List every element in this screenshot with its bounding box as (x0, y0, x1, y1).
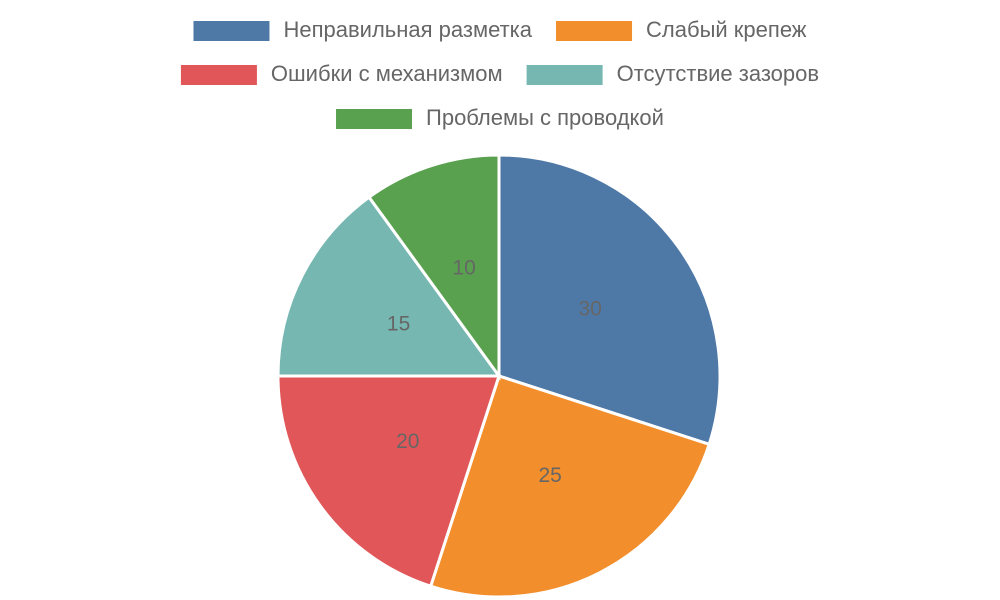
data-label: 25 (538, 464, 561, 487)
legend-label: Проблемы с проводкой (426, 105, 664, 130)
legend-swatch (526, 65, 603, 85)
legend-label: Ошибки с механизмом (271, 61, 503, 86)
data-label: 15 (387, 312, 410, 335)
legend-swatch (556, 21, 633, 41)
pie-slice (497, 153, 722, 447)
legend-label: Неправильная разметка (283, 17, 532, 42)
legend-swatch (193, 21, 270, 41)
legend-swatch (336, 109, 413, 129)
data-label: 20 (396, 430, 419, 453)
pie-slice (367, 153, 501, 381)
pie-slice (276, 374, 502, 589)
legend-label: Слабый крепеж (646, 17, 807, 42)
legend-label: Отсутствие зазоров (617, 61, 819, 86)
data-label: 30 (579, 297, 602, 320)
pie-slice (428, 374, 712, 599)
data-label: 10 (452, 256, 475, 279)
pie-slice (276, 195, 502, 378)
legend-swatch (180, 65, 257, 85)
